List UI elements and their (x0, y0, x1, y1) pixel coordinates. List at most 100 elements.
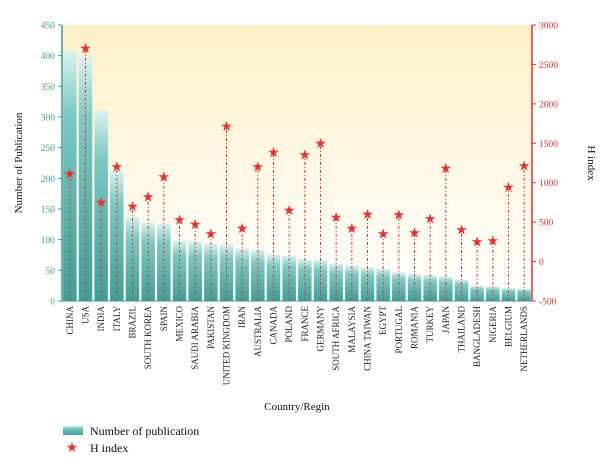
h-index-star: ★ (189, 218, 202, 233)
left-y-tick-label: 150 (41, 206, 56, 216)
left-y-tick-label: 300 (41, 114, 56, 124)
h-index-star: ★ (283, 204, 296, 219)
bar (63, 51, 77, 301)
category-label: GERMANY (316, 306, 326, 352)
right-y-tick-label: 1500 (539, 140, 558, 150)
h-index-star: ★ (158, 171, 171, 186)
right-y-tick-label: 2000 (539, 100, 558, 110)
category-label: INDIA (96, 306, 106, 332)
category-label: SOUTH KOREA (143, 306, 153, 370)
category-label: POLAND (284, 306, 294, 343)
h-index-star: ★ (267, 146, 280, 161)
h-index-star: ★ (361, 208, 374, 223)
bar (94, 110, 108, 302)
legend-star-swatch: ★ (66, 441, 79, 456)
h-index-star: ★ (173, 213, 186, 228)
category-label: CHINA TAIWAN (363, 306, 373, 371)
h-index-star: ★ (252, 160, 265, 175)
left-y-tick-label: 350 (41, 83, 56, 93)
bars-group (63, 51, 531, 302)
bar (423, 275, 437, 301)
right-y-axis-title: H index (585, 145, 597, 181)
category-label: NIGERIA (488, 306, 498, 343)
h-index-star: ★ (330, 211, 343, 226)
h-index-star: ★ (111, 160, 124, 175)
x-axis-title: Country/Regin (264, 401, 330, 413)
right-y-tick-label: -500 (539, 298, 557, 308)
bar (282, 255, 296, 301)
h-index-star: ★ (424, 212, 437, 227)
category-label: FRANCE (300, 306, 310, 342)
plot-background (62, 25, 532, 301)
h-index-star: ★ (142, 190, 155, 205)
bar (219, 244, 234, 301)
h-index-star: ★ (487, 235, 500, 250)
right-y-tick-label: 2500 (539, 61, 558, 71)
category-label: AUSTRALIA (253, 306, 263, 357)
h-index-star: ★ (471, 235, 484, 250)
left-y-tick-label: 450 (41, 22, 56, 32)
category-label: CHINA (65, 306, 75, 335)
legend-label-publications: Number of publication (90, 424, 199, 438)
right-y-tick-label: 1000 (539, 179, 558, 189)
legend: Number of publication ★ H index (63, 424, 199, 456)
bar (439, 276, 453, 301)
category-label: SAUDI ARABIA (190, 306, 200, 370)
category-label: TURKEY (425, 306, 435, 343)
right-y-tick-label: 3000 (539, 22, 558, 32)
category-label: ITALY (112, 306, 122, 332)
right-y-tick-label: 0 (539, 258, 544, 268)
category-label: SOUTH AFRICA (331, 306, 341, 371)
left-y-ticks-group: 0 50 100 150 200 250 300 350 400 450 (41, 22, 62, 308)
category-label: SPAIN (159, 306, 169, 332)
bar (501, 288, 516, 301)
category-label: BRAZIL (128, 306, 138, 339)
category-label: CANADA (269, 306, 279, 345)
h-index-stems-group (69, 48, 525, 301)
left-y-tick-label: 0 (50, 298, 55, 308)
h-index-star: ★ (79, 42, 92, 57)
bar (486, 286, 500, 301)
bar (204, 243, 218, 301)
h-index-star: ★ (126, 200, 139, 215)
category-label: MEXICO (175, 306, 185, 342)
bar (172, 240, 187, 301)
category-label: USA (81, 306, 91, 325)
h-index-star: ★ (346, 222, 359, 237)
left-y-tick-label: 400 (41, 52, 56, 62)
left-y-tick-label: 50 (46, 267, 56, 277)
category-label: PORTUGAL (394, 306, 404, 353)
bar (313, 259, 328, 301)
right-y-ticks-group: -500 0 500 1000 1500 2000 2500 3000 (532, 22, 558, 308)
h-index-star: ★ (408, 227, 421, 242)
bar (157, 223, 171, 301)
left-y-tick-label: 100 (41, 236, 56, 246)
category-label: JAPAN (441, 306, 451, 334)
bar (298, 259, 312, 301)
h-index-star: ★ (236, 222, 249, 237)
h-index-star: ★ (314, 137, 327, 152)
h-index-star: ★ (502, 181, 515, 196)
h-index-star: ★ (455, 224, 468, 239)
bar (392, 272, 406, 301)
h-index-star: ★ (393, 209, 406, 224)
h-index-star: ★ (299, 149, 312, 164)
legend-bar-swatch (63, 426, 83, 435)
category-label: MALAYSIA (347, 306, 357, 353)
category-label: EGYPT (378, 305, 388, 335)
bar (470, 285, 484, 301)
category-label: PAKISTAN (206, 306, 216, 349)
category-label: UNITED KINGDOM (222, 306, 232, 385)
category-label: NETHERLANDS (519, 306, 529, 372)
h-index-star: ★ (377, 227, 390, 242)
left-y-tick-label: 200 (41, 175, 56, 185)
legend-label-h-index: H index (90, 441, 128, 455)
category-label: IRAN (237, 306, 247, 328)
h-index-star: ★ (518, 160, 531, 175)
x-category-labels-group: CHINA USA INDIA ITALY BRAZIL SOUTH KOREA SPAIN… (65, 305, 529, 385)
category-label: ROMANIA (410, 306, 420, 350)
bar (266, 254, 281, 301)
category-label: THAILAND (457, 306, 467, 353)
h-index-star: ★ (440, 162, 453, 177)
